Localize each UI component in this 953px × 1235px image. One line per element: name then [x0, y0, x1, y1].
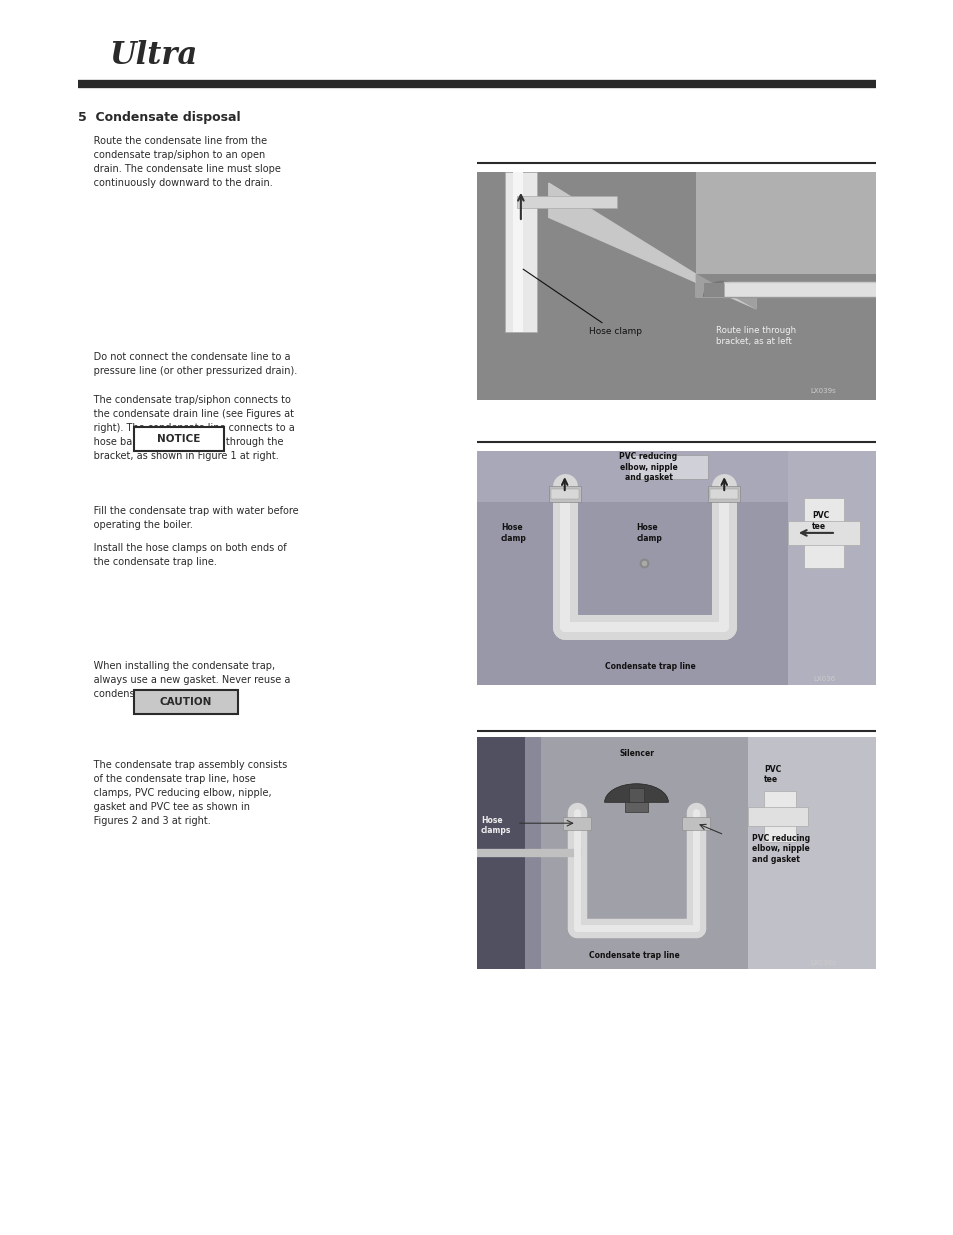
Bar	[624, 803, 648, 811]
Bar	[628, 788, 644, 803]
Text: Do not connect the condensate line to a
     pressure line (or other pressurized: Do not connect the condensate line to a …	[78, 352, 297, 375]
Bar	[703, 283, 740, 296]
Text: Fill the condensate trap with water before
     operating the boiler.: Fill the condensate trap with water befo…	[78, 506, 298, 530]
Bar	[476, 451, 787, 503]
Bar	[517, 195, 616, 209]
Bar	[524, 737, 540, 969]
Text: Ultra: Ultra	[110, 40, 198, 72]
Text: Hose
clamps: Hose clamps	[480, 816, 511, 835]
Bar	[723, 283, 875, 298]
Text: When installing the condensate trap,
     always use a new gasket. Never reuse a: When installing the condensate trap, alw…	[78, 661, 291, 699]
Text: LX039s: LX039s	[809, 388, 835, 394]
Text: Install the hose clamps on both ends of
     the condensate trap line.: Install the hose clamps on both ends of …	[78, 543, 287, 567]
Polygon shape	[696, 274, 756, 309]
Bar	[696, 172, 875, 274]
Bar	[787, 451, 875, 685]
Text: Hose
clamp: Hose clamp	[636, 524, 661, 542]
Text: Hose
clamp: Hose clamp	[500, 524, 526, 542]
Bar	[133, 427, 224, 451]
Text: Condensate trap line: Condensate trap line	[604, 662, 695, 671]
Polygon shape	[548, 183, 756, 309]
Text: Silencer: Silencer	[618, 748, 654, 758]
Bar	[707, 485, 740, 503]
Bar	[550, 489, 578, 499]
Text: Condensate trap line: Condensate trap line	[588, 951, 679, 960]
Bar	[628, 456, 707, 479]
Text: NOTICE: NOTICE	[157, 433, 200, 445]
Text: The condensate trap/siphon connects to
     the condensate drain line (see Figur: The condensate trap/siphon connects to t…	[78, 395, 294, 461]
Bar	[787, 521, 859, 545]
Text: PVC reducing
elbow, nipple
and gasket: PVC reducing elbow, nipple and gasket	[751, 834, 809, 863]
Bar	[763, 790, 795, 842]
Text: Route the condensate line from the
     condensate trap/siphon to an open
     d: Route the condensate line from the conde…	[78, 136, 281, 188]
Text: The condensate trap assembly consists
     of the condensate trap line, hose
   : The condensate trap assembly consists of…	[78, 760, 287, 825]
Text: CAUTION: CAUTION	[160, 697, 212, 708]
Text: PVC reducing
elbow, nipple
and gasket: PVC reducing elbow, nipple and gasket	[618, 452, 677, 482]
Bar	[513, 172, 522, 331]
Text: Hose clamp: Hose clamp	[522, 269, 641, 336]
Bar	[504, 172, 537, 331]
Bar	[681, 818, 710, 830]
Text: PVC
tee: PVC tee	[811, 511, 828, 531]
Bar	[476, 737, 524, 969]
Text: LX036s: LX036s	[809, 960, 835, 966]
Text: LX036: LX036	[813, 676, 835, 682]
Bar	[133, 690, 238, 714]
Bar	[803, 498, 843, 568]
Text: Route line through
bracket, as at left: Route line through bracket, as at left	[716, 326, 796, 346]
Bar	[747, 737, 875, 969]
Text: 5  Condensate disposal: 5 Condensate disposal	[78, 111, 240, 125]
Bar	[548, 485, 580, 503]
Text: PVC
tee: PVC tee	[763, 764, 781, 784]
Wedge shape	[604, 784, 668, 803]
Bar	[710, 489, 738, 499]
Bar	[562, 818, 590, 830]
Bar	[747, 806, 807, 825]
